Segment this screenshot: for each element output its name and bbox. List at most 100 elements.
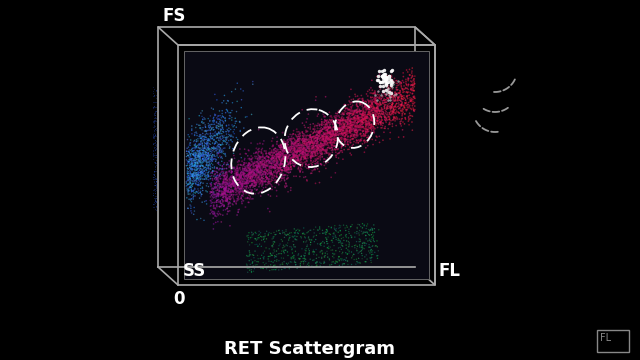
Point [207,170,217,175]
Point [388,107,399,112]
Point [366,237,376,242]
Point [322,117,332,123]
Point [240,179,250,185]
Point [303,139,314,145]
Point [368,113,378,118]
Point [363,93,373,99]
Point [196,216,206,221]
Point [347,244,357,249]
Point [237,192,247,198]
Point [239,176,250,182]
Point [387,121,397,127]
Point [248,164,259,170]
Point [355,123,365,129]
Point [376,114,387,120]
Point [190,172,200,178]
Point [347,122,357,127]
Point [207,150,217,156]
Point [239,161,250,167]
Point [336,127,346,132]
Point [204,136,214,142]
Point [367,232,377,238]
Point [238,198,248,204]
Point [391,87,401,93]
Point [259,162,269,167]
Point [376,111,387,117]
Point [357,221,367,226]
Point [211,213,221,219]
Point [303,166,314,171]
Point [216,203,227,208]
Point [215,198,225,204]
Point [193,153,203,159]
Point [390,89,401,95]
Point [309,128,319,134]
Point [316,139,326,145]
Point [403,86,413,92]
Point [372,88,383,94]
Point [298,137,308,143]
Point [257,162,268,167]
Point [196,147,207,153]
Point [213,150,223,156]
Point [232,182,242,188]
Point [248,260,258,265]
Point [258,255,268,261]
Point [372,109,382,114]
Point [353,109,364,114]
Point [401,116,411,122]
Point [270,145,280,151]
Point [148,84,158,90]
Point [183,132,193,138]
Point [316,117,326,122]
Point [281,156,291,162]
Point [342,129,352,134]
Point [188,181,198,187]
Point [290,153,300,158]
Point [322,237,332,242]
Point [381,102,391,108]
Point [212,202,222,208]
Point [330,228,340,233]
Point [398,119,408,125]
Point [245,175,255,181]
Point [280,168,290,174]
Point [215,138,225,144]
Point [188,166,198,171]
Point [316,241,326,247]
Point [191,189,201,195]
Point [184,152,194,158]
Point [298,147,308,153]
Point [274,157,284,163]
Point [300,140,310,146]
Point [260,233,270,239]
Point [247,171,257,177]
Point [310,138,320,144]
Point [216,212,226,217]
Point [396,116,406,122]
Point [186,156,196,162]
Point [332,138,342,143]
Point [220,166,230,172]
Point [189,132,200,138]
Point [357,114,367,120]
Point [246,252,256,258]
Point [328,147,338,153]
Point [232,118,242,124]
Point [406,87,416,93]
Point [221,129,232,135]
Point [262,158,273,163]
Point [187,163,197,169]
Point [298,140,308,146]
Point [271,157,281,162]
Point [394,109,404,115]
Point [300,145,310,151]
Point [238,176,248,182]
Point [284,161,294,167]
Point [228,165,238,170]
Point [351,112,361,118]
Point [204,168,214,174]
Point [284,152,294,158]
Point [195,164,205,170]
Point [250,236,260,242]
